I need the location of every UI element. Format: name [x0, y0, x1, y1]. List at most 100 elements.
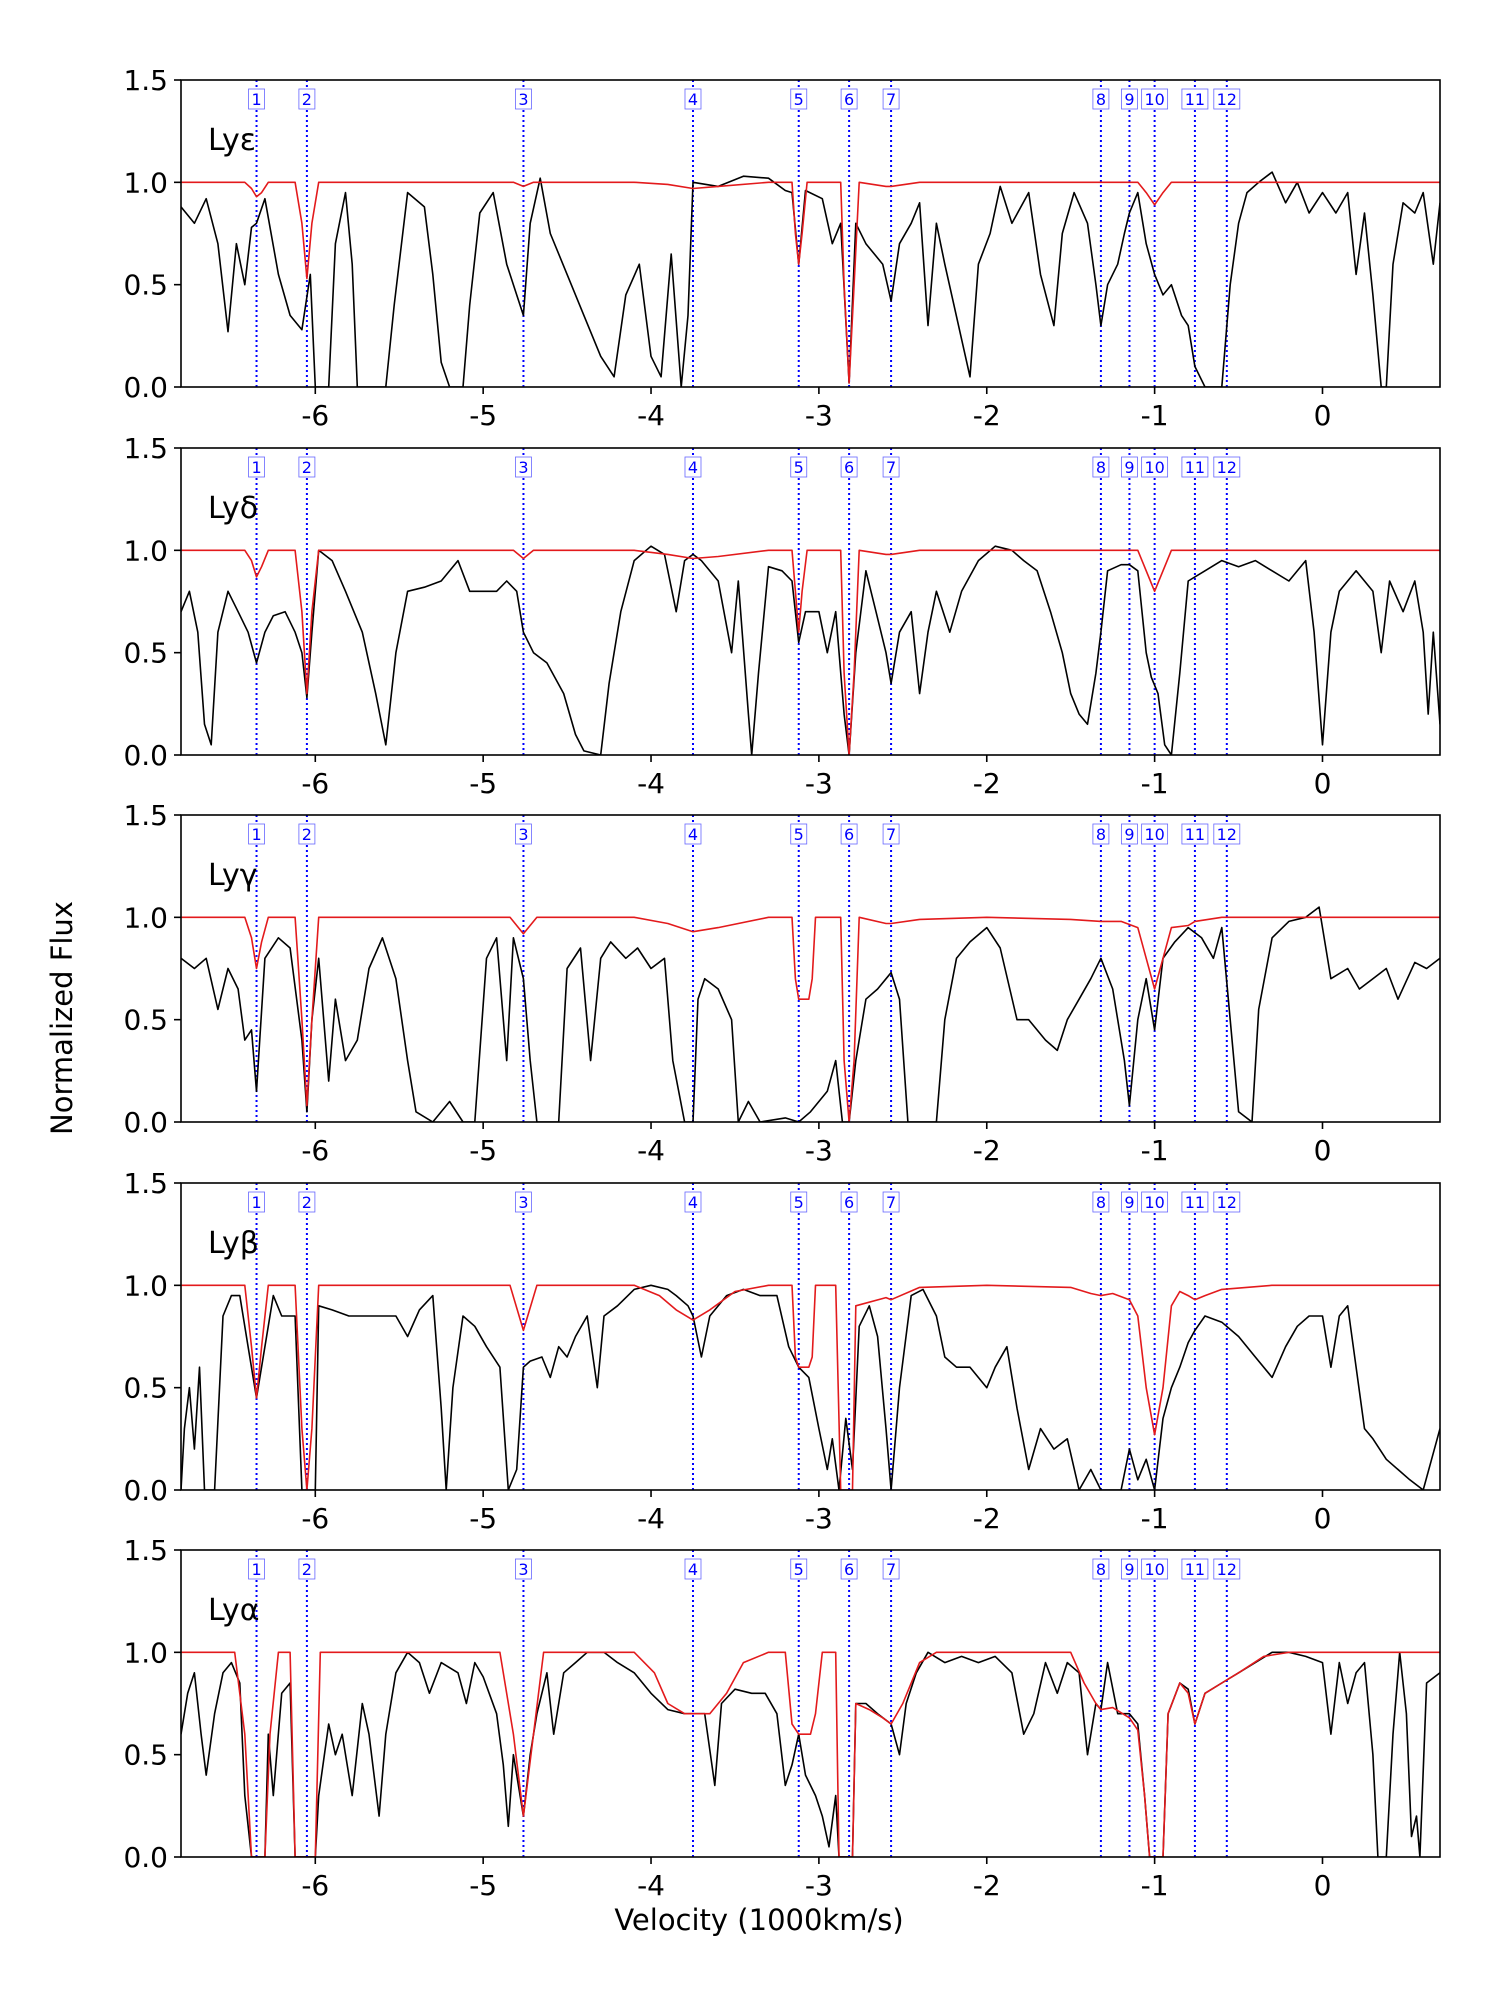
marker-box-12	[1213, 823, 1241, 845]
marker-label-9: 9	[1124, 458, 1134, 477]
panel-3: 1 2 3 4 5 6 7 8 9 10 11 120.00.51.01.5-6 -5 -4 -3 -2 -1 0…	[123, 799, 1441, 1167]
marker-box-8	[1092, 456, 1110, 478]
marker-label-3: 3	[518, 825, 528, 844]
marker-box-5	[790, 88, 808, 110]
y-tick-label: 0.5	[123, 1372, 168, 1405]
marker-box-11	[1181, 456, 1209, 478]
marker-label-9: 9	[1124, 90, 1134, 109]
marker-label-12: 12	[1217, 1560, 1237, 1579]
x-tick-label: -5	[469, 1502, 497, 1535]
y-tick-label: 1.0	[123, 1636, 168, 1669]
marker-label-11: 11	[1185, 458, 1205, 477]
model-line	[181, 1651, 1440, 1857]
marker-box-11	[1181, 88, 1209, 110]
marker-label-10: 10	[1144, 1560, 1164, 1579]
x-tick-label: -6	[301, 1869, 329, 1902]
marker-box-2	[298, 1558, 316, 1580]
panel-frame	[180, 814, 1441, 1123]
panel-frame	[180, 1182, 1441, 1491]
marker-box-2	[298, 823, 316, 845]
marker-label-2: 2	[302, 458, 312, 477]
x-tick-label: -6	[301, 767, 329, 800]
marker-label-2: 2	[302, 1193, 312, 1212]
marker-label-6: 6	[844, 1560, 854, 1579]
x-tick-label: -4	[637, 767, 665, 800]
marker-box-10	[1141, 1191, 1169, 1213]
marker-box-2	[298, 88, 316, 110]
marker-label-9: 9	[1124, 1560, 1134, 1579]
x-tick-label: -2	[973, 399, 1001, 432]
panel-1: 1 2 3 4 5 6 7 8 9 10 11 120.00.51.01.5-6 -5 -4 -3 -2 -1 0…	[123, 64, 1441, 432]
x-tick-label: -6	[301, 1502, 329, 1535]
marker-box-1	[248, 88, 265, 110]
marker-label-2: 2	[302, 90, 312, 109]
marker-box-4	[684, 1191, 702, 1213]
marker-box-7	[882, 456, 900, 478]
marker-box-1	[248, 1558, 265, 1580]
panel-label: Lyδ	[208, 491, 258, 526]
x-axis-label: Velocity (1000km/s)	[614, 1903, 903, 1937]
marker-box-2	[298, 456, 316, 478]
marker-box-1	[248, 823, 265, 845]
marker-label-4: 4	[688, 458, 698, 477]
x-tick-label: -4	[637, 399, 665, 432]
y-tick-label: 1.0	[123, 166, 168, 199]
marker-label-2: 2	[302, 825, 312, 844]
marker-label-12: 12	[1217, 1193, 1237, 1212]
y-tick-label: 1.5	[123, 432, 168, 465]
marker-label-11: 11	[1185, 825, 1205, 844]
panel-label: Lyβ	[208, 1226, 259, 1261]
x-tick-label: -4	[637, 1869, 665, 1902]
marker-label-3: 3	[518, 90, 528, 109]
marker-label-1: 1	[251, 458, 261, 477]
y-tick-label: 1.5	[123, 1167, 168, 1200]
model-line	[181, 1284, 1440, 1490]
marker-label-1: 1	[251, 1560, 261, 1579]
x-tick-label: -4	[637, 1134, 665, 1167]
y-tick-label: 0.0	[123, 1841, 168, 1874]
marker-box-4	[684, 88, 702, 110]
marker-label-7: 7	[886, 458, 896, 477]
marker-box-6	[840, 456, 858, 478]
y-tick-label: 1.0	[123, 901, 168, 934]
marker-label-5: 5	[794, 458, 804, 477]
y-tick-label: 1.0	[123, 534, 168, 567]
marker-label-3: 3	[518, 458, 528, 477]
marker-label-11: 11	[1185, 90, 1205, 109]
marker-box-7	[882, 88, 900, 110]
marker-box-3	[515, 88, 532, 110]
panel-frame	[180, 1549, 1441, 1858]
marker-box-4	[684, 823, 702, 845]
spectrum-line	[181, 545, 1440, 755]
marker-box-10	[1141, 88, 1169, 110]
marker-box-6	[840, 823, 858, 845]
marker-box-1	[248, 1191, 265, 1213]
x-tick-label: -1	[1141, 1502, 1169, 1535]
marker-label-3: 3	[518, 1560, 528, 1579]
marker-box-7	[882, 1191, 900, 1213]
marker-box-6	[840, 88, 858, 110]
marker-box-12	[1213, 456, 1241, 478]
marker-box-8	[1092, 1558, 1110, 1580]
marker-label-2: 2	[302, 1560, 312, 1579]
marker-label-10: 10	[1144, 1193, 1164, 1212]
panel-frame	[180, 79, 1441, 388]
marker-label-1: 1	[251, 1193, 261, 1212]
marker-label-8: 8	[1096, 458, 1106, 477]
y-tick-label: 0.0	[123, 739, 168, 772]
y-tick-label: 0.5	[123, 637, 168, 670]
y-tick-label: 0.0	[123, 1106, 168, 1139]
marker-label-9: 9	[1124, 1193, 1134, 1212]
marker-box-1	[248, 456, 265, 478]
marker-label-12: 12	[1217, 458, 1237, 477]
x-tick-label: -2	[973, 1869, 1001, 1902]
marker-label-11: 11	[1185, 1193, 1205, 1212]
marker-box-3	[515, 1191, 532, 1213]
x-tick-label: 0	[1314, 767, 1332, 800]
marker-box-10	[1141, 1558, 1169, 1580]
marker-box-11	[1181, 1558, 1209, 1580]
marker-label-4: 4	[688, 1560, 698, 1579]
marker-label-10: 10	[1144, 458, 1164, 477]
